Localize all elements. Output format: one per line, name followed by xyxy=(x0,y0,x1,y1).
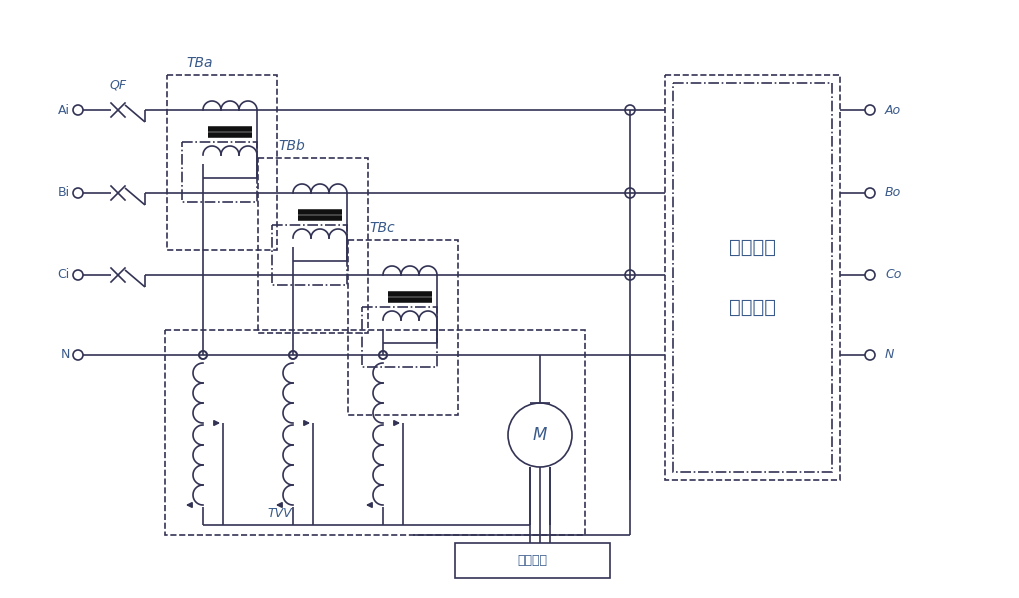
Text: Co: Co xyxy=(884,269,901,282)
Text: 保护单元: 保护单元 xyxy=(729,298,775,317)
Bar xyxy=(454,543,609,578)
Text: Bo: Bo xyxy=(884,187,901,200)
Text: M: M xyxy=(532,426,546,444)
Bar xyxy=(664,75,840,480)
Text: 延时供电: 延时供电 xyxy=(729,238,775,257)
Text: Ao: Ao xyxy=(884,103,900,117)
Bar xyxy=(347,240,458,415)
Text: Ai: Ai xyxy=(58,103,70,117)
Bar xyxy=(181,142,257,202)
Bar xyxy=(165,330,585,535)
Text: N: N xyxy=(884,349,894,362)
Text: TVV: TVV xyxy=(267,507,292,520)
Bar xyxy=(272,225,346,285)
Text: 控制系统: 控制系统 xyxy=(517,554,547,567)
Text: TBc: TBc xyxy=(369,221,394,235)
Text: QF: QF xyxy=(109,79,126,92)
Text: Ci: Ci xyxy=(58,269,70,282)
Text: Bi: Bi xyxy=(58,187,70,200)
Text: TBa: TBa xyxy=(186,56,213,70)
Bar xyxy=(167,75,277,250)
Bar xyxy=(362,307,436,367)
Bar xyxy=(673,83,832,472)
Text: N: N xyxy=(60,349,70,362)
Bar xyxy=(258,158,368,333)
Text: TBb: TBb xyxy=(278,139,305,153)
